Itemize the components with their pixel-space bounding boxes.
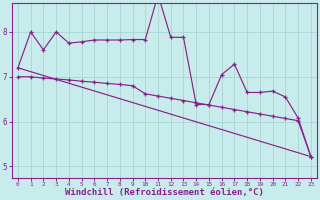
X-axis label: Windchill (Refroidissement éolien,°C): Windchill (Refroidissement éolien,°C) <box>65 188 264 197</box>
